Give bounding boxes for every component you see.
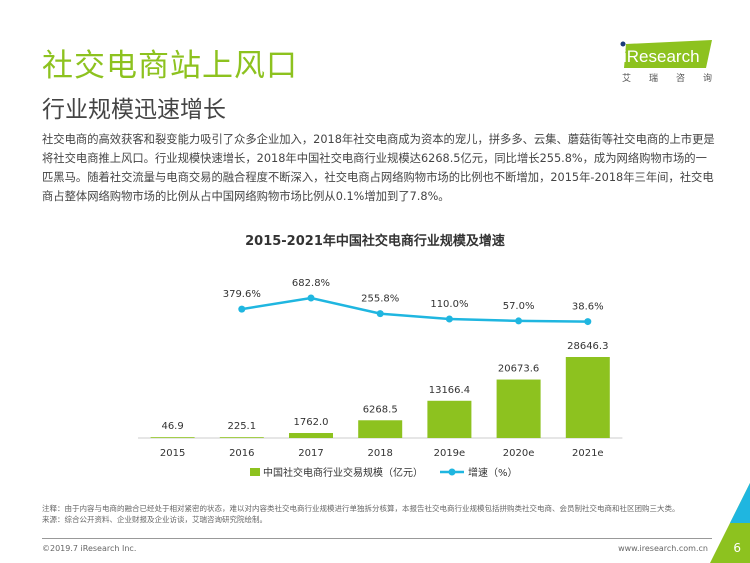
bar	[150, 437, 195, 438]
page-number: 6	[733, 541, 741, 555]
growth-point	[376, 310, 384, 318]
x-tick-label: 2019e	[434, 448, 466, 459]
x-tick-label: 2016	[229, 448, 254, 459]
corner-decoration	[710, 483, 750, 563]
legend-line-label: 增速（%）	[468, 466, 518, 479]
bar-label: 20673.6	[498, 364, 539, 375]
bar-label: 28646.3	[567, 341, 608, 352]
growth-label: 57.0%	[503, 301, 535, 312]
iresearch-logo: iResearch	[620, 40, 712, 68]
x-tick-label: 2017	[298, 448, 323, 459]
legend-bar-label: 中国社交电商行业交易规模（亿元）	[263, 466, 423, 479]
page-title: 社交电商站上风口	[42, 48, 298, 84]
legend-line-marker	[448, 468, 456, 476]
source: 来源：综合公开资料、企业财报及企业访谈，艾瑞咨询研究院绘制。	[42, 515, 267, 524]
x-tick-label: 2015	[160, 448, 185, 459]
growth-point	[238, 305, 246, 313]
growth-label: 682.8%	[292, 278, 330, 289]
bar-label: 1762.0	[294, 417, 329, 428]
growth-point	[584, 318, 592, 326]
bar	[565, 357, 610, 438]
growth-line	[241, 296, 588, 323]
bar-label: 6268.5	[363, 404, 398, 415]
page-subtitle: 行业规模迅速增长	[42, 97, 226, 123]
chart-title: 2015-2021年中国社交电商行业规模及增速	[245, 234, 505, 249]
growth-label: 38.6%	[572, 302, 604, 313]
growth-point	[445, 315, 453, 323]
bar-label: 13166.4	[429, 385, 470, 396]
bar	[289, 433, 333, 438]
growth-label: 110.0%	[430, 299, 468, 310]
x-tick-label: 2021e	[572, 448, 604, 459]
copyright: ©2019.7 iResearch Inc.	[42, 544, 137, 553]
chart: 46.9 2015 225.1 2016 1762.0 2017 6268.5 2018 131…	[138, 278, 623, 479]
bar-label: 225.1	[227, 421, 256, 432]
footnotes: 注释：由于内容与电商的融合已经处于相对紧密的状态，难以对内容类社交电商行业规模进…	[42, 503, 712, 525]
x-tick-label: 2020e	[503, 448, 535, 459]
growth-point	[307, 294, 315, 302]
bar	[358, 420, 403, 438]
logo-subtitle: 艾瑞咨询	[622, 74, 712, 84]
bar	[427, 400, 472, 438]
growth-label: 255.8%	[361, 294, 399, 305]
x-tick-label: 2018	[367, 448, 392, 459]
svg-text:iResearch: iResearch	[623, 47, 700, 66]
legend-bar-swatch	[250, 468, 260, 476]
growth-point	[515, 317, 523, 325]
bar-label: 46.9	[161, 421, 183, 432]
divider	[42, 538, 712, 539]
website: www.iresearch.com.cn	[618, 544, 708, 553]
bar	[219, 437, 264, 438]
body-paragraph: 社交电商的高效获客和裂变能力吸引了众多企业加入，2018年社交电商成为资本的宠儿…	[42, 133, 715, 203]
note: 注释：由于内容与电商的融合已经处于相对紧密的状态，难以对内容类社交电商行业规模进…	[42, 504, 680, 513]
growth-label: 379.6%	[223, 289, 261, 300]
bar	[496, 379, 541, 438]
